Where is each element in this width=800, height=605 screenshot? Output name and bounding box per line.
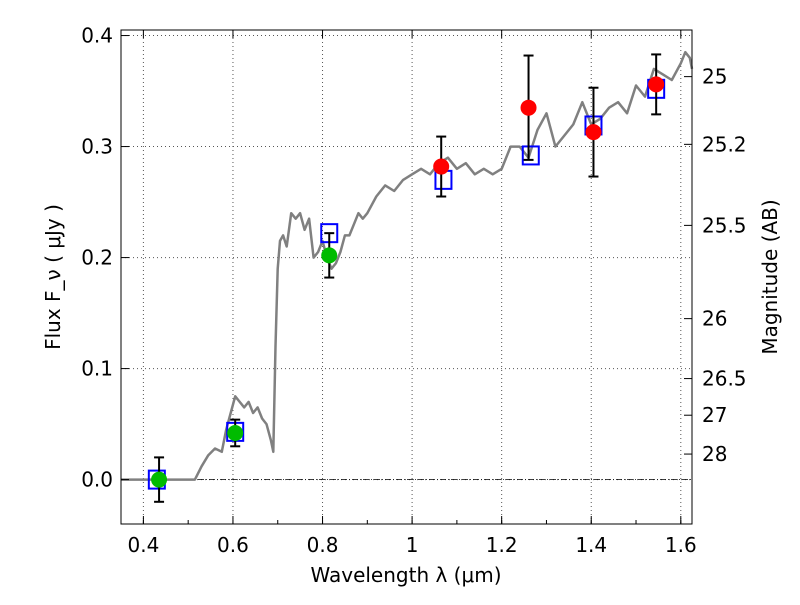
model-flux-square xyxy=(521,145,540,166)
y-tick-label: 0.4 xyxy=(81,24,113,48)
right-tick-label: 26 xyxy=(702,307,727,331)
y-tick-label: 0.1 xyxy=(81,357,113,381)
right-tick-label: 25 xyxy=(702,65,727,89)
red-data-point xyxy=(648,76,665,93)
right-tick-label: 25.2 xyxy=(702,132,747,156)
green-data-point xyxy=(151,471,168,488)
x-tick-label: 1.4 xyxy=(575,533,607,557)
right-tick-label: 27 xyxy=(702,403,727,427)
model-spectrum-line xyxy=(121,50,694,481)
grid xyxy=(121,30,692,524)
plot-frame xyxy=(120,29,693,525)
red-data-point xyxy=(520,99,537,116)
right-tick-label: 26.5 xyxy=(702,367,747,391)
red-data-point xyxy=(433,158,450,175)
green-data-point xyxy=(321,247,338,264)
model-spectrum xyxy=(121,50,694,481)
green-data-point xyxy=(227,424,244,441)
ticks: 0.4 0.6 0.8 1 1.2 1.4 1.6 0.0 0.1 0.2 0.3 0.4 25 25.2… xyxy=(81,24,746,557)
data-markers xyxy=(147,53,666,503)
x-tick-label: 1.2 xyxy=(486,533,518,557)
red-data-point xyxy=(585,124,602,141)
right-tick-label: 25.5 xyxy=(702,213,747,237)
x-tick-label: 0.8 xyxy=(307,533,339,557)
y-axis-title: Flux F_ν ( μJy ) xyxy=(41,204,65,350)
x-axis-title: Wavelength λ (μm) xyxy=(310,563,501,587)
x-tick-label: 0.6 xyxy=(217,533,249,557)
y-tick-label: 0.0 xyxy=(81,468,113,492)
x-tick-label: 0.4 xyxy=(127,533,159,557)
right-tick-label: 28 xyxy=(702,442,727,466)
y-tick-label: 0.2 xyxy=(81,246,113,270)
x-tick-label: 1 xyxy=(406,533,419,557)
x-tick-label: 1.6 xyxy=(665,533,697,557)
right-axis-title: Magnitude (AB) xyxy=(758,199,782,354)
y-tick-label: 0.3 xyxy=(81,135,113,159)
